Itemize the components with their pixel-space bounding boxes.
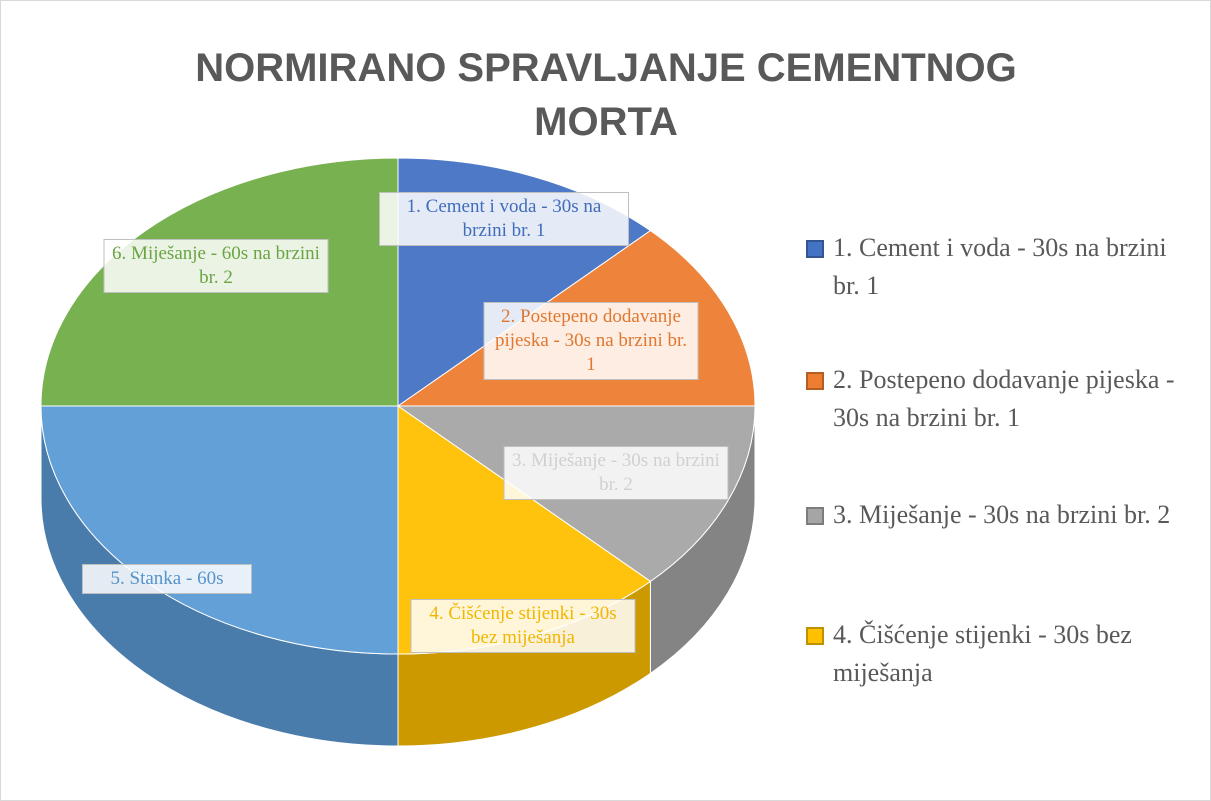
legend-entry: 1. Cement i voda - 30s na brzini br. 1 [806,229,1196,305]
legend-label: 4. Čišćenje stijenki - 30s bez miješanja [833,620,1132,687]
data-label: 2. Postepeno dodavanje pijeska - 30s na … [483,302,699,380]
chart-title: NORMIRANO SPRAVLJANJE CEMENTNOG MORTA [195,46,1017,144]
data-label: 6. Miješanje - 60s na brzini br. 2 [103,239,329,293]
data-label: 1. Cement i voda - 30s na brzini br. 1 [379,192,629,246]
legend-label: 1. Cement i voda - 30s na brzini br. 1 [833,233,1167,300]
legend-swatch [806,240,824,258]
data-label: 5. Stanka - 60s [82,564,252,594]
legend-swatch [806,372,824,390]
legend-label: 2. Postepeno dodavanje pijeska - 30s na … [833,365,1175,432]
legend-entry: 4. Čišćenje stijenki - 30s bez miješanja [806,616,1196,692]
legend-swatch [806,627,824,645]
legend-entry: 3. Miješanje - 30s na brzini br. 2 [806,496,1196,534]
legend-label: 3. Miješanje - 30s na brzini br. 2 [833,500,1171,529]
data-label: 4. Čišćenje stijenki - 30s bez miješanja [410,599,636,653]
data-label: 3. Miješanje - 30s na brzini br. 2 [503,446,729,500]
legend-entry: 2. Postepeno dodavanje pijeska - 30s na … [806,361,1196,437]
legend-swatch [806,507,824,525]
